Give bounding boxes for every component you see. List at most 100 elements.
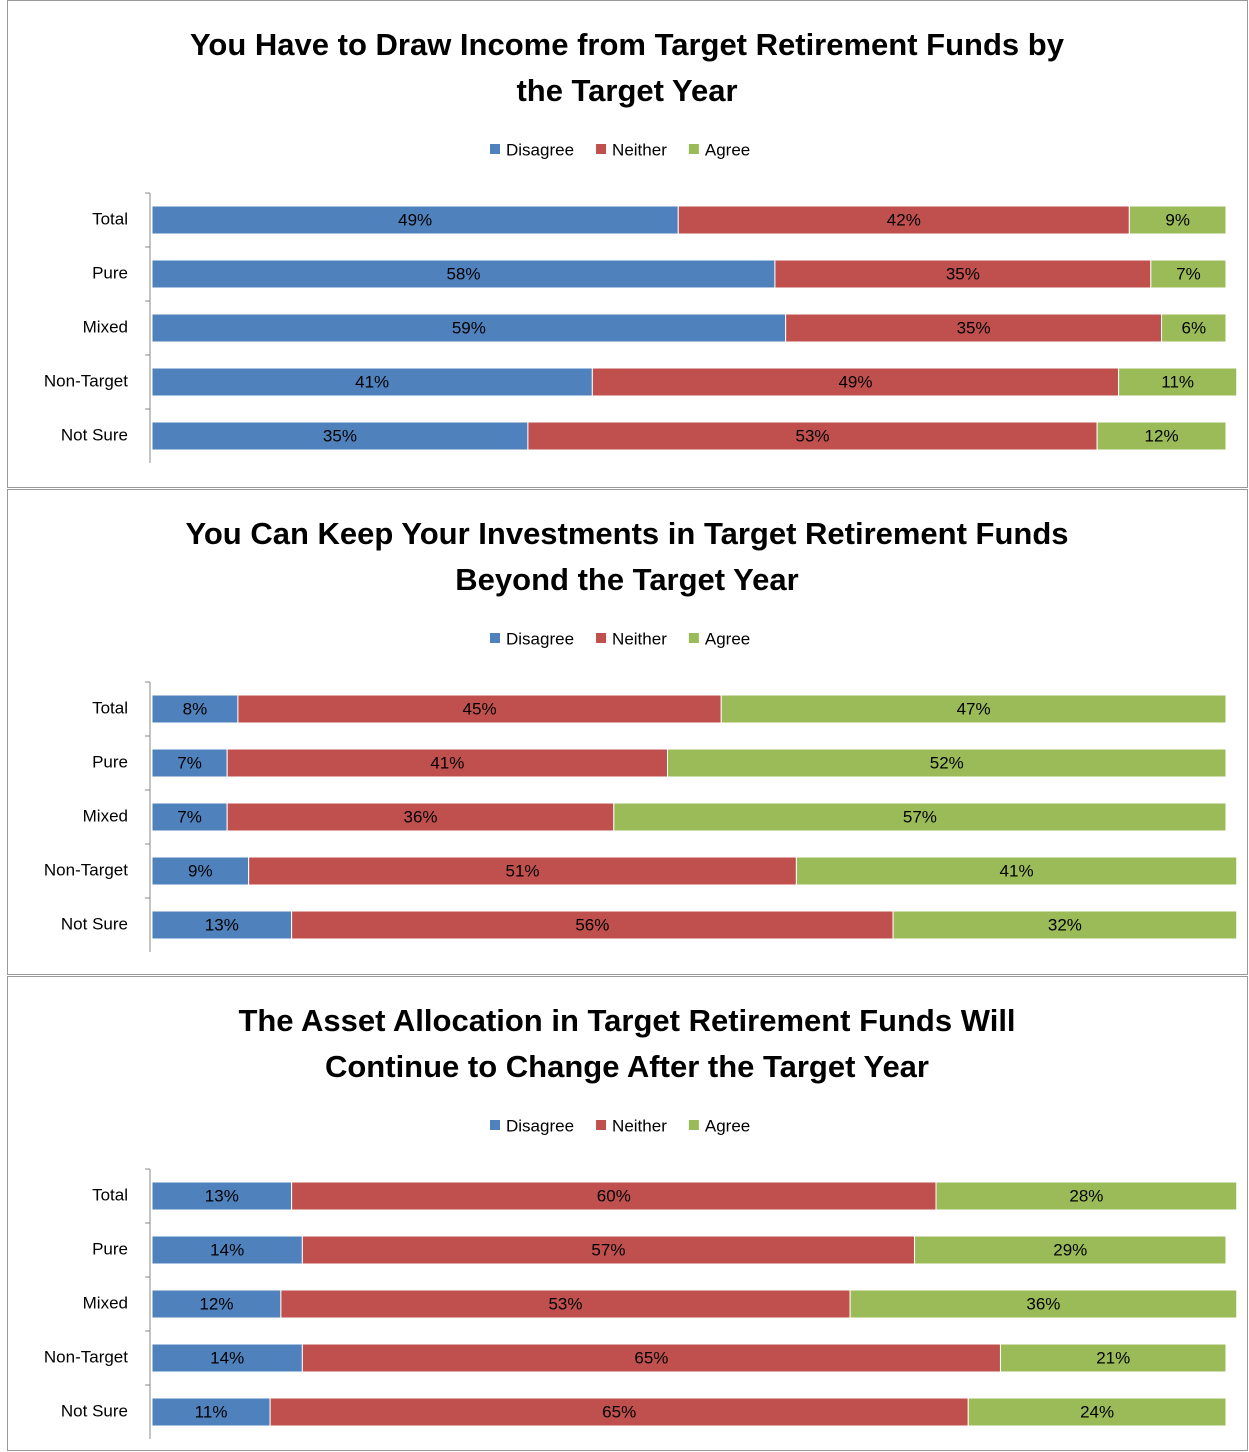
bar-segment xyxy=(151,367,593,397)
legend-swatch xyxy=(490,1120,500,1130)
bar-segment xyxy=(151,748,228,778)
value-label: 13% xyxy=(205,915,239,934)
value-label: 14% xyxy=(210,1348,244,1367)
value-label: 35% xyxy=(946,264,980,283)
value-label: 13% xyxy=(205,1186,239,1205)
bar-segment xyxy=(774,259,1152,289)
legend-label: Neither xyxy=(612,1116,667,1135)
value-label: 24% xyxy=(1080,1402,1114,1421)
chart-panel: The Asset Allocation in Target Retiremen… xyxy=(7,976,1248,1451)
bar-segment xyxy=(280,1289,851,1319)
value-label: 7% xyxy=(177,753,202,772)
legend-label: Agree xyxy=(705,140,750,159)
bar-segment xyxy=(151,1397,271,1427)
legend-swatch xyxy=(490,633,500,643)
bar-segment xyxy=(1118,367,1238,397)
y-tick-label: Mixed xyxy=(83,806,128,825)
y-tick-label: Not Sure xyxy=(61,425,128,444)
y-tick-label: Mixed xyxy=(83,1293,128,1312)
chart-title: You Can Keep Your Investments in Target … xyxy=(185,516,1068,551)
legend-swatch xyxy=(688,1120,699,1130)
legend-swatch xyxy=(490,144,500,154)
value-label: 14% xyxy=(210,1240,244,1259)
chart-title: Beyond the Target Year xyxy=(455,562,798,597)
y-tick-label: Not Sure xyxy=(61,1401,128,1420)
legend-label: Neither xyxy=(612,140,667,159)
panel-border xyxy=(7,0,1248,488)
value-label: 9% xyxy=(188,861,213,880)
y-tick-label: Total xyxy=(92,209,128,228)
value-label: 12% xyxy=(199,1294,233,1313)
bar-segment xyxy=(849,1289,1238,1319)
legend-swatch xyxy=(596,1120,607,1130)
y-tick-label: Non-Target xyxy=(44,371,128,390)
bar-segment xyxy=(237,694,722,724)
bar-segment xyxy=(151,205,679,235)
legend-label: Disagree xyxy=(506,629,574,648)
value-label: 57% xyxy=(903,807,937,826)
bar-segment xyxy=(226,802,615,832)
y-tick-label: Not Sure xyxy=(61,914,128,933)
bar-segment xyxy=(269,1397,969,1427)
bar-segment xyxy=(1096,421,1227,451)
value-label: 51% xyxy=(506,861,540,880)
value-label: 49% xyxy=(398,210,432,229)
panel-border xyxy=(7,489,1248,975)
value-label: 28% xyxy=(1069,1186,1103,1205)
y-tick-label: Pure xyxy=(92,263,128,282)
bar-segment xyxy=(999,1343,1227,1373)
value-label: 6% xyxy=(1181,318,1206,337)
value-label: 41% xyxy=(355,372,389,391)
value-label: 65% xyxy=(602,1402,636,1421)
chart-title: The Asset Allocation in Target Retiremen… xyxy=(238,1003,1015,1038)
value-label: 49% xyxy=(838,372,872,391)
legend-label: Neither xyxy=(612,629,667,648)
value-label: 41% xyxy=(430,753,464,772)
bar-segment xyxy=(151,856,250,886)
bar-segment xyxy=(667,748,1227,778)
bar-segment xyxy=(1150,259,1227,289)
bar-segment xyxy=(967,1397,1227,1427)
value-label: 42% xyxy=(887,210,921,229)
chart-panel: You Can Keep Your Investments in Target … xyxy=(7,489,1248,975)
legend-swatch xyxy=(688,633,699,643)
chart-panel: You Have to Draw Income from Target Reti… xyxy=(7,0,1248,488)
value-label: 35% xyxy=(323,426,357,445)
bar-segment xyxy=(785,313,1163,343)
value-label: 65% xyxy=(634,1348,668,1367)
y-tick-label: Total xyxy=(92,698,128,717)
bar-segment xyxy=(151,1181,293,1211)
value-label: 12% xyxy=(1145,426,1179,445)
value-label: 53% xyxy=(548,1294,582,1313)
bar-segment xyxy=(151,694,239,724)
bar-segment xyxy=(613,802,1227,832)
bar-segment xyxy=(151,802,228,832)
value-label: 11% xyxy=(1161,372,1194,391)
legend-label: Disagree xyxy=(506,1116,574,1135)
value-label: 53% xyxy=(795,426,829,445)
panel-border xyxy=(7,976,1248,1451)
value-label: 8% xyxy=(183,699,208,718)
y-tick-label: Total xyxy=(92,1185,128,1204)
bar-segment xyxy=(151,421,529,451)
value-label: 7% xyxy=(1176,264,1201,283)
value-label: 59% xyxy=(452,318,486,337)
value-label: 7% xyxy=(177,807,202,826)
value-label: 9% xyxy=(1165,210,1190,229)
value-label: 36% xyxy=(1026,1294,1060,1313)
bar-segment xyxy=(795,856,1238,886)
legend-label: Disagree xyxy=(506,140,574,159)
bar-segment xyxy=(892,910,1238,940)
value-label: 52% xyxy=(930,753,964,772)
value-label: 45% xyxy=(463,699,497,718)
legend-swatch xyxy=(596,633,607,643)
y-tick-label: Mixed xyxy=(83,317,128,336)
value-label: 56% xyxy=(575,915,609,934)
bar-segment xyxy=(935,1181,1238,1211)
value-label: 47% xyxy=(957,699,991,718)
bar-segment xyxy=(151,1343,303,1373)
legend-label: Agree xyxy=(705,629,750,648)
bar-segment xyxy=(720,694,1227,724)
y-tick-label: Pure xyxy=(92,752,128,771)
